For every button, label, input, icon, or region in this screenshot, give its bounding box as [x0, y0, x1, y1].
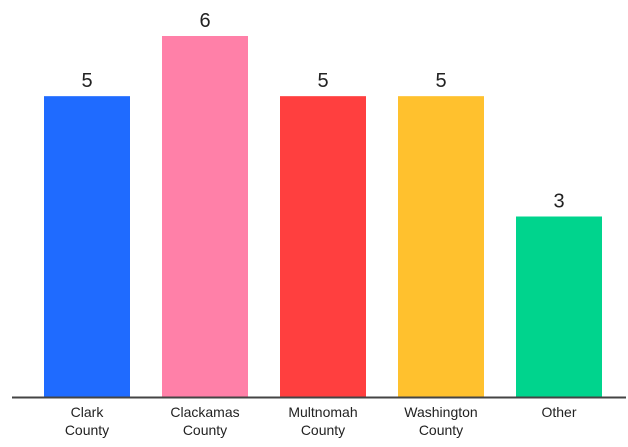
bar-clark-county [44, 96, 130, 398]
value-label-multnomah-county: 5 [317, 70, 328, 92]
value-labels-group: 5 6 5 5 3 [81, 10, 564, 213]
x-tick-labels-group: Clark County Clackamas County Multnomah Count… [65, 404, 577, 438]
tick-label-line: Washington [404, 404, 477, 420]
value-label-washington-county: 5 [435, 70, 446, 92]
tick-label-line: Multnomah [288, 404, 357, 420]
tick-label-other: Other [541, 404, 576, 420]
tick-label-line: County [301, 422, 345, 438]
tick-label-multnomah-county: Multnomah County [288, 404, 357, 438]
bar-washington-county [398, 96, 484, 398]
value-label-clackamas-county: 6 [199, 10, 210, 32]
bar-other [516, 216, 602, 397]
bar-multnomah-county [280, 96, 366, 398]
tick-label-line: County [183, 422, 227, 438]
value-label-clark-county: 5 [81, 70, 92, 92]
bars-group [44, 36, 602, 398]
tick-label-clark-county: Clark County [65, 404, 109, 438]
tick-label-line: County [419, 422, 463, 438]
tick-label-line: Clark [71, 404, 105, 420]
tick-label-line: Clackamas [170, 404, 239, 420]
tick-label-washington-county: Washington County [404, 404, 477, 438]
tick-label-line: Other [541, 404, 576, 420]
bar-clackamas-county [162, 36, 248, 397]
tick-label-line: County [65, 422, 109, 438]
tick-label-clackamas-county: Clackamas County [170, 404, 239, 438]
value-label-other: 3 [553, 191, 564, 213]
